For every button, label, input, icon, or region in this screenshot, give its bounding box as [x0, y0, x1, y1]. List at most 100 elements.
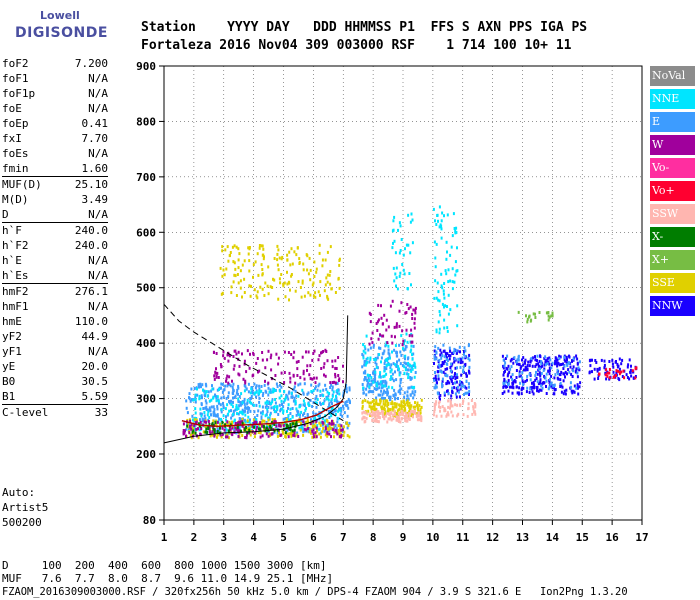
echo-point [294, 289, 297, 293]
echo-point [346, 414, 349, 418]
param-name: hmF1 [2, 300, 29, 313]
echo-point [268, 426, 271, 430]
echo-point [229, 384, 232, 388]
echo-point [239, 410, 241, 414]
param-value: 5.59 [81, 390, 109, 403]
echo-point [213, 377, 216, 381]
echo-point [621, 375, 624, 378]
echo-point [404, 368, 407, 372]
echo-point [453, 280, 456, 284]
echo-point [274, 401, 277, 405]
echo-point [263, 383, 266, 387]
echo-point [564, 370, 567, 374]
echo-point [456, 389, 459, 393]
echo-point [205, 384, 208, 388]
echo-point [433, 296, 436, 300]
echo-point [335, 396, 338, 400]
echo-point [382, 379, 385, 383]
echo-point [437, 370, 440, 374]
echo-point [362, 349, 365, 353]
echo-point [406, 413, 409, 417]
echo-point [340, 406, 342, 410]
echo-point [226, 403, 229, 407]
echo-point [466, 391, 469, 395]
echo-point [387, 357, 390, 361]
echo-point [411, 391, 414, 395]
echo-point [238, 420, 241, 424]
echo-point [368, 385, 371, 389]
echo-point [282, 409, 285, 413]
echo-point [544, 363, 547, 367]
echo-point [282, 284, 285, 288]
echo-point [622, 369, 625, 373]
echo-point [384, 397, 386, 400]
echo-point [540, 360, 543, 364]
echo-point [443, 359, 446, 363]
echo-point [331, 385, 334, 389]
echo-point [373, 367, 376, 371]
echo-point [443, 393, 446, 397]
echo-point [280, 257, 283, 261]
echo-point [285, 394, 288, 398]
echo-point [547, 387, 550, 391]
echo-point [413, 317, 416, 321]
legend-item: SSW [650, 204, 695, 224]
echo-point [294, 381, 297, 385]
echo-point [369, 374, 371, 377]
echo-point [219, 266, 222, 270]
echo-point [302, 420, 305, 424]
echo-point [330, 383, 333, 387]
echo-point [286, 270, 288, 274]
echo-point [289, 427, 292, 431]
echo-point [444, 269, 447, 273]
echo-point [368, 342, 371, 346]
echo-point [224, 407, 227, 411]
echo-point [443, 391, 446, 395]
echo-point [398, 407, 401, 411]
echo-point [299, 376, 302, 380]
echo-point [501, 392, 504, 395]
echo-point [614, 360, 617, 364]
echo-point [509, 367, 512, 371]
echo-point [240, 429, 242, 433]
echo-point [291, 407, 294, 410]
echo-point [385, 318, 388, 322]
echo-point [407, 243, 410, 247]
echo-point [371, 341, 374, 345]
echo-point [533, 386, 535, 390]
echo-point [373, 419, 376, 423]
echo-point [338, 407, 340, 411]
echo-point [221, 274, 224, 278]
echo-point [266, 358, 269, 362]
echo-point [307, 420, 310, 424]
echo-point [451, 362, 454, 366]
echo-point [300, 425, 303, 429]
echo-point [255, 390, 258, 394]
echo-point [520, 388, 523, 392]
echo-point [280, 273, 283, 276]
echo-point [225, 435, 227, 439]
echo-point [560, 390, 563, 394]
echo-point [376, 329, 379, 332]
echo-point [593, 367, 596, 371]
echo-point [216, 404, 219, 408]
echo-point [327, 398, 330, 402]
echo-point [447, 354, 450, 358]
echo-point [447, 268, 450, 272]
echo-point [395, 284, 397, 288]
echo-point [615, 373, 617, 377]
echo-point [278, 424, 281, 428]
echo-point [440, 414, 443, 418]
echo-point [379, 375, 382, 379]
echo-point [403, 406, 406, 410]
echo-point [275, 410, 278, 414]
echo-point [257, 409, 260, 413]
echo-point [205, 420, 208, 424]
echo-point [297, 360, 300, 363]
echo-point [337, 356, 340, 359]
echo-point [240, 417, 243, 421]
echo-point [279, 409, 282, 413]
echo-point [553, 383, 556, 387]
echo-point [214, 421, 217, 425]
param-value: 25.10 [74, 178, 108, 191]
